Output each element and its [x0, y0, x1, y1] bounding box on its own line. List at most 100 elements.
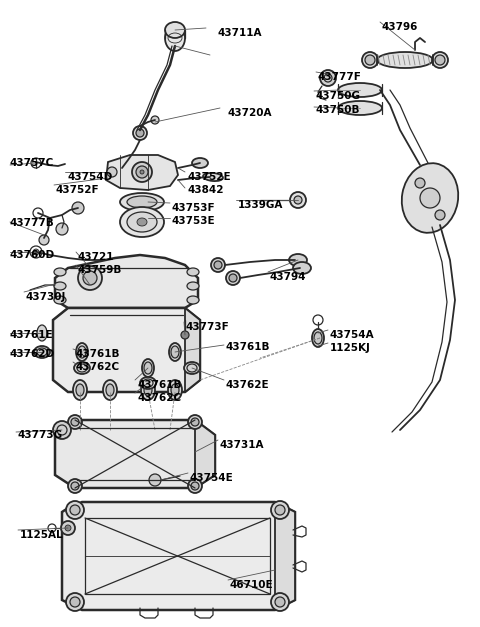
Ellipse shape [187, 296, 199, 304]
Circle shape [140, 170, 144, 174]
Ellipse shape [171, 384, 179, 396]
Polygon shape [185, 308, 200, 392]
Circle shape [133, 126, 147, 140]
Ellipse shape [73, 380, 87, 400]
Text: 43721: 43721 [78, 252, 115, 262]
Text: 1339GA: 1339GA [238, 200, 283, 210]
Polygon shape [62, 502, 295, 610]
Text: 43760D: 43760D [10, 250, 55, 260]
Circle shape [191, 418, 199, 426]
Ellipse shape [141, 380, 155, 400]
Ellipse shape [127, 212, 157, 232]
Text: 43754D: 43754D [67, 172, 112, 182]
Circle shape [365, 55, 375, 65]
Text: 43762E: 43762E [226, 380, 270, 390]
Circle shape [226, 271, 240, 285]
Polygon shape [106, 155, 178, 190]
Ellipse shape [144, 362, 152, 374]
Ellipse shape [184, 362, 200, 374]
Circle shape [435, 210, 445, 220]
Circle shape [229, 274, 237, 282]
Ellipse shape [169, 343, 181, 361]
Circle shape [107, 167, 117, 177]
Polygon shape [53, 308, 200, 392]
Ellipse shape [187, 282, 199, 290]
Ellipse shape [127, 196, 157, 208]
Circle shape [71, 482, 79, 490]
Ellipse shape [106, 384, 114, 396]
Circle shape [188, 415, 202, 429]
Text: 46710E: 46710E [230, 580, 274, 590]
Text: 1125KJ: 1125KJ [330, 343, 371, 353]
Circle shape [191, 482, 199, 490]
Text: 43752F: 43752F [56, 185, 100, 195]
Circle shape [211, 258, 225, 272]
Polygon shape [55, 255, 198, 308]
Ellipse shape [289, 254, 307, 266]
Circle shape [275, 597, 285, 607]
Circle shape [72, 202, 84, 214]
Polygon shape [195, 420, 215, 488]
Ellipse shape [165, 25, 185, 51]
Ellipse shape [137, 218, 147, 226]
Text: 43754A: 43754A [330, 330, 374, 340]
Ellipse shape [293, 262, 311, 274]
Circle shape [70, 505, 80, 515]
Text: 43796: 43796 [382, 22, 419, 32]
Ellipse shape [165, 22, 185, 38]
Circle shape [66, 501, 84, 519]
Text: 43731A: 43731A [220, 440, 264, 450]
Circle shape [432, 52, 448, 68]
Ellipse shape [103, 380, 117, 400]
Ellipse shape [76, 343, 88, 361]
Circle shape [83, 271, 97, 285]
Circle shape [271, 593, 289, 611]
Polygon shape [55, 420, 215, 488]
Ellipse shape [377, 52, 433, 68]
Text: 43711A: 43711A [218, 28, 263, 38]
Ellipse shape [338, 101, 382, 115]
Circle shape [362, 52, 378, 68]
Text: 43777B: 43777B [10, 218, 55, 228]
Circle shape [136, 129, 144, 137]
Ellipse shape [192, 158, 208, 168]
Ellipse shape [171, 346, 179, 358]
Circle shape [39, 235, 49, 245]
Circle shape [68, 479, 82, 493]
Circle shape [149, 474, 161, 486]
Ellipse shape [37, 325, 47, 341]
Text: 43761B: 43761B [137, 380, 181, 390]
Circle shape [65, 525, 71, 531]
Text: 43720A: 43720A [228, 108, 273, 118]
Circle shape [435, 55, 445, 65]
Circle shape [415, 178, 425, 188]
Circle shape [70, 597, 80, 607]
Circle shape [151, 116, 159, 124]
Text: 43750G: 43750G [316, 91, 361, 101]
Text: 43842: 43842 [187, 185, 224, 195]
Ellipse shape [34, 346, 50, 358]
Circle shape [181, 331, 189, 339]
Circle shape [214, 261, 222, 269]
Ellipse shape [168, 380, 182, 400]
Circle shape [71, 418, 79, 426]
Ellipse shape [142, 359, 154, 377]
Text: 1125AL: 1125AL [20, 530, 64, 540]
Ellipse shape [76, 384, 84, 396]
Ellipse shape [54, 282, 66, 290]
Text: 43759B: 43759B [78, 265, 122, 275]
Ellipse shape [312, 329, 324, 347]
Ellipse shape [54, 268, 66, 276]
Text: 43761B: 43761B [226, 342, 271, 352]
Circle shape [78, 266, 102, 290]
Text: 43753F: 43753F [172, 203, 216, 213]
Ellipse shape [140, 377, 156, 389]
Ellipse shape [120, 207, 164, 237]
Circle shape [68, 415, 82, 429]
Circle shape [56, 223, 68, 235]
Text: 43761E: 43761E [10, 330, 54, 340]
Polygon shape [275, 502, 295, 610]
Ellipse shape [203, 173, 223, 181]
Text: 43750B: 43750B [316, 105, 360, 115]
Ellipse shape [144, 384, 152, 396]
